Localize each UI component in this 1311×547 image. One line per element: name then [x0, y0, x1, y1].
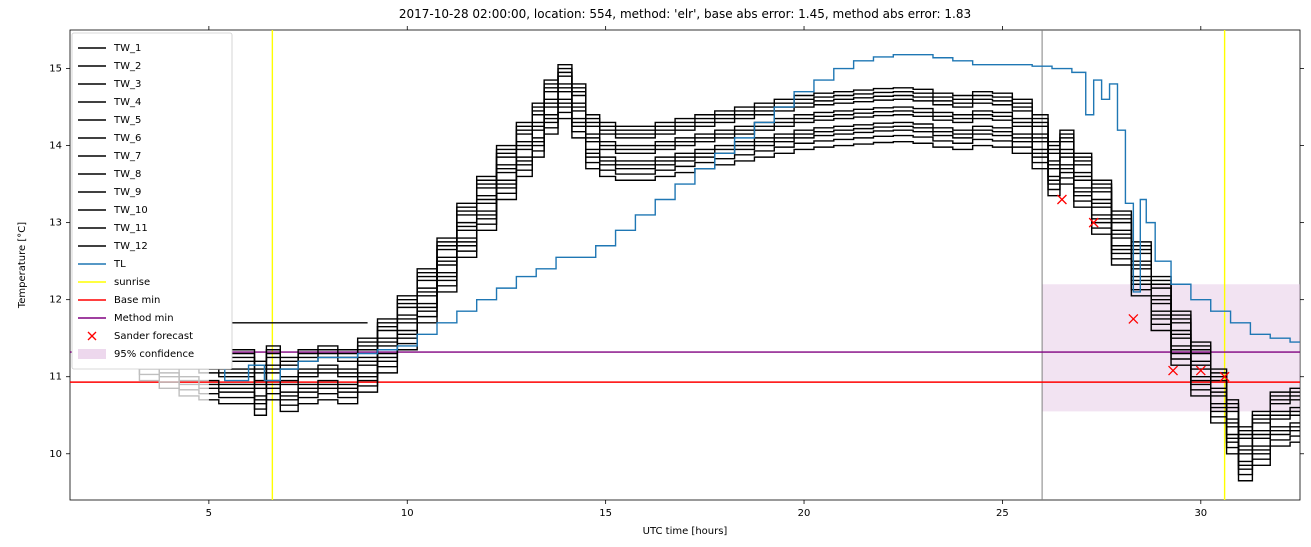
legend-label: TW_9 — [113, 187, 141, 198]
y-tick-label: 11 — [49, 372, 62, 383]
chart-title: 2017-10-28 02:00:00, location: 554, meth… — [399, 7, 971, 21]
legend-label: TW_6 — [113, 133, 141, 144]
legend-label: TW_4 — [113, 97, 141, 108]
legend-label: Base min — [114, 295, 160, 306]
chart-container: 2017-10-28 02:00:00, location: 554, meth… — [0, 0, 1311, 547]
y-tick-label: 13 — [49, 218, 62, 229]
legend-label: TW_3 — [113, 79, 141, 90]
x-tick-label: 5 — [206, 508, 212, 519]
x-tick-label: 15 — [599, 508, 612, 519]
legend: TW_1 TW_2 TW_3 TW_4 TW_5 TW_6 TW_7 TW_8 TW_9 TW_1… — [72, 33, 232, 369]
x-axis-label: UTC time [hours] — [643, 526, 728, 537]
temperature-chart: 2017-10-28 02:00:00, location: 554, meth… — [0, 0, 1311, 547]
legend-label: TW_1 — [113, 43, 141, 54]
legend-swatch-patch — [78, 349, 106, 359]
y-tick-label: 14 — [49, 141, 62, 152]
plot-area — [70, 30, 1300, 500]
legend-label: TW_11 — [113, 223, 148, 234]
legend-label: 95% confidence — [114, 349, 194, 360]
sander-marker-0 — [1057, 195, 1066, 204]
y-tick-label: 15 — [49, 64, 62, 75]
legend-label: TW_10 — [113, 205, 148, 216]
legend-label: Sander forecast — [114, 331, 193, 342]
y-tick-label: 10 — [49, 449, 62, 460]
legend-label: sunrise — [114, 277, 150, 288]
x-tick-label: 30 — [1194, 508, 1207, 519]
legend-label: TW_12 — [113, 241, 148, 252]
legend-label: TW_7 — [113, 151, 141, 162]
y-axis-label: Temperature [°C] — [17, 222, 28, 309]
legend-label: TW_5 — [113, 115, 141, 126]
legend-label: TW_2 — [113, 61, 141, 72]
legend-label: Method min — [114, 313, 174, 324]
x-tick-label: 10 — [401, 508, 414, 519]
y-tick-label: 12 — [49, 295, 62, 306]
legend-label: TW_8 — [113, 169, 141, 180]
x-tick-label: 25 — [996, 508, 1009, 519]
x-tick-label: 20 — [798, 508, 811, 519]
legend-label: TL — [113, 259, 126, 270]
